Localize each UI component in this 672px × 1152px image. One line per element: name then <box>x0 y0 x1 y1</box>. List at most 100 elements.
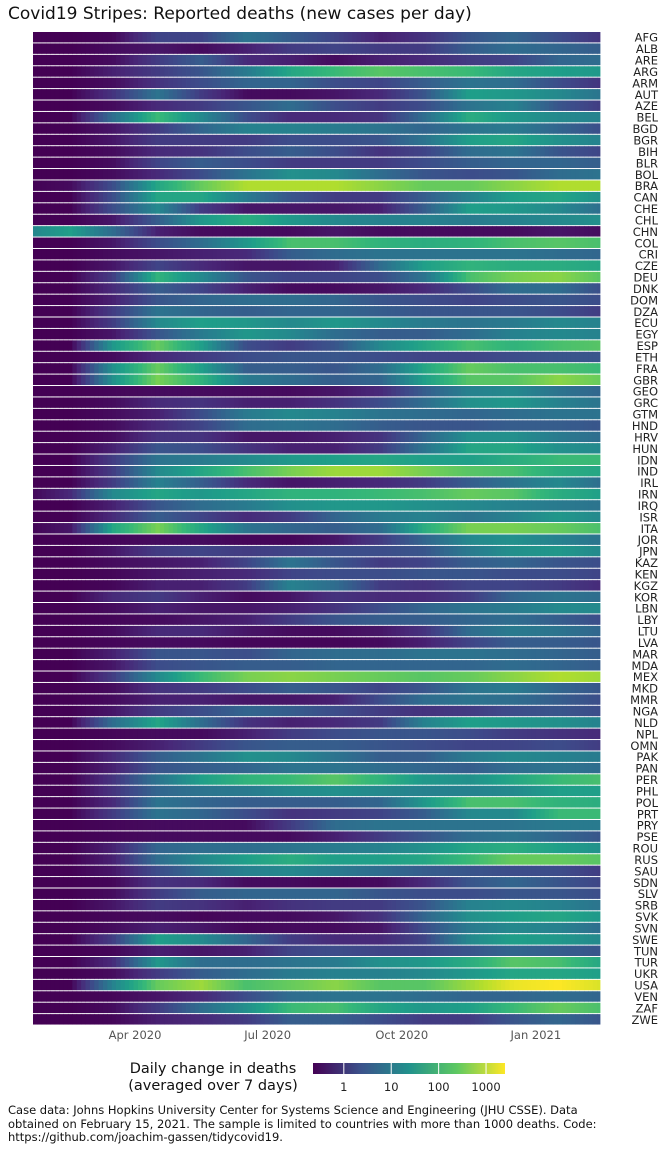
stripe-cell <box>155 306 161 317</box>
stripe-cell <box>592 66 598 77</box>
stripe-cell <box>199 77 204 89</box>
stripe-cell <box>159 328 165 340</box>
stripe-cell <box>430 111 436 123</box>
stripe-cell <box>514 214 519 226</box>
stripe-cell <box>151 32 156 43</box>
stripe-cell <box>435 89 441 100</box>
stripe-cell <box>317 134 322 146</box>
stripe-cell <box>282 180 288 191</box>
stripe-cell <box>417 123 423 134</box>
stripe-cell <box>216 89 222 100</box>
stripe-cell <box>203 431 209 443</box>
stripe-cell <box>229 374 235 386</box>
stripe-cell <box>409 340 414 351</box>
stripe-cell <box>553 283 559 294</box>
stripe-cell <box>474 214 480 226</box>
stripe-cell <box>369 203 375 214</box>
stripe-cell <box>120 89 126 100</box>
stripe-cell <box>579 146 585 157</box>
stripe-cell <box>382 89 388 100</box>
stripe-cell <box>360 363 366 374</box>
stripe-cell <box>426 248 432 260</box>
stripe-cell <box>439 260 445 271</box>
stripe-cell <box>46 66 51 77</box>
stripe-cell <box>116 431 121 443</box>
stripe-cell <box>544 351 550 363</box>
stripe-cell <box>111 203 117 214</box>
stripe-cell <box>151 363 156 374</box>
stripe-cell <box>426 54 432 66</box>
stripe-cell <box>81 191 86 203</box>
stripe-cell <box>352 408 357 420</box>
stripe-cell <box>369 146 375 157</box>
stripe-cell <box>378 317 384 328</box>
stripe-cell <box>400 443 406 454</box>
stripe-cell <box>439 237 445 248</box>
stripe-cell <box>417 443 423 454</box>
stripe-cell <box>181 363 187 374</box>
stripe-cell <box>334 328 340 340</box>
stripe-cell <box>67 89 73 100</box>
stripe-cell <box>155 32 161 43</box>
stripe-cell <box>273 374 279 386</box>
stripe-cell <box>290 191 296 203</box>
stripe-cell <box>124 351 130 363</box>
stripe-cell <box>334 32 340 43</box>
stripe-cell <box>378 169 384 180</box>
stripe-cell <box>98 465 104 477</box>
stripe-cell <box>330 66 336 77</box>
stripe-cell <box>41 454 47 465</box>
stripe-cell <box>505 454 511 465</box>
stripe-cell <box>570 248 576 260</box>
stripe-cell <box>256 408 261 420</box>
stripe-cell <box>46 306 51 317</box>
stripe-cell <box>59 351 65 363</box>
stripe-cell <box>181 89 187 100</box>
stripe-cell <box>312 169 318 180</box>
stripe-cell <box>33 180 38 191</box>
stripe-cell <box>535 146 541 157</box>
stripe-cell <box>470 146 476 157</box>
stripe-cell <box>164 408 169 420</box>
stripe-cell <box>76 283 82 294</box>
stripe-cell <box>33 66 38 77</box>
stripe-cell <box>207 397 213 408</box>
stripe-cell <box>203 89 209 100</box>
stripe-cell <box>177 214 183 226</box>
stripe-cell <box>588 43 594 54</box>
stripe-cell <box>492 306 497 317</box>
stripe-cell <box>282 32 288 43</box>
stripe-cell <box>199 123 204 134</box>
stripe-cell <box>575 248 580 260</box>
stripe-cell <box>76 123 82 134</box>
stripe-cell <box>426 123 432 134</box>
stripe-cell <box>444 146 449 157</box>
stripe-cell <box>67 431 73 443</box>
stripe-cell <box>137 340 143 351</box>
stripe-cell <box>387 111 392 123</box>
stripe-cell <box>186 89 191 100</box>
stripe-cell <box>592 397 598 408</box>
stripe-cell <box>116 134 121 146</box>
stripe-cell <box>404 420 410 431</box>
stripe-cell <box>67 363 73 374</box>
stripe-cell <box>299 32 305 43</box>
stripe-cell <box>50 226 56 237</box>
stripe-cell <box>317 77 322 89</box>
stripe-cell <box>63 328 69 340</box>
stripe-cell <box>299 317 305 328</box>
stripe-cell <box>102 111 108 123</box>
stripe-cell <box>129 111 134 123</box>
stripe-cell <box>172 306 178 317</box>
stripe-cell <box>41 465 47 477</box>
stripe-cell <box>395 111 401 123</box>
stripe-cell <box>216 226 222 237</box>
stripe-cell <box>452 283 458 294</box>
stripe-cell <box>50 294 56 306</box>
stripe-cell <box>172 146 178 157</box>
stripe-cell <box>409 443 414 454</box>
stripe-cell <box>76 351 82 363</box>
stripe-cell <box>509 271 515 283</box>
stripe-cell <box>146 226 152 237</box>
stripe-cell <box>339 397 344 408</box>
